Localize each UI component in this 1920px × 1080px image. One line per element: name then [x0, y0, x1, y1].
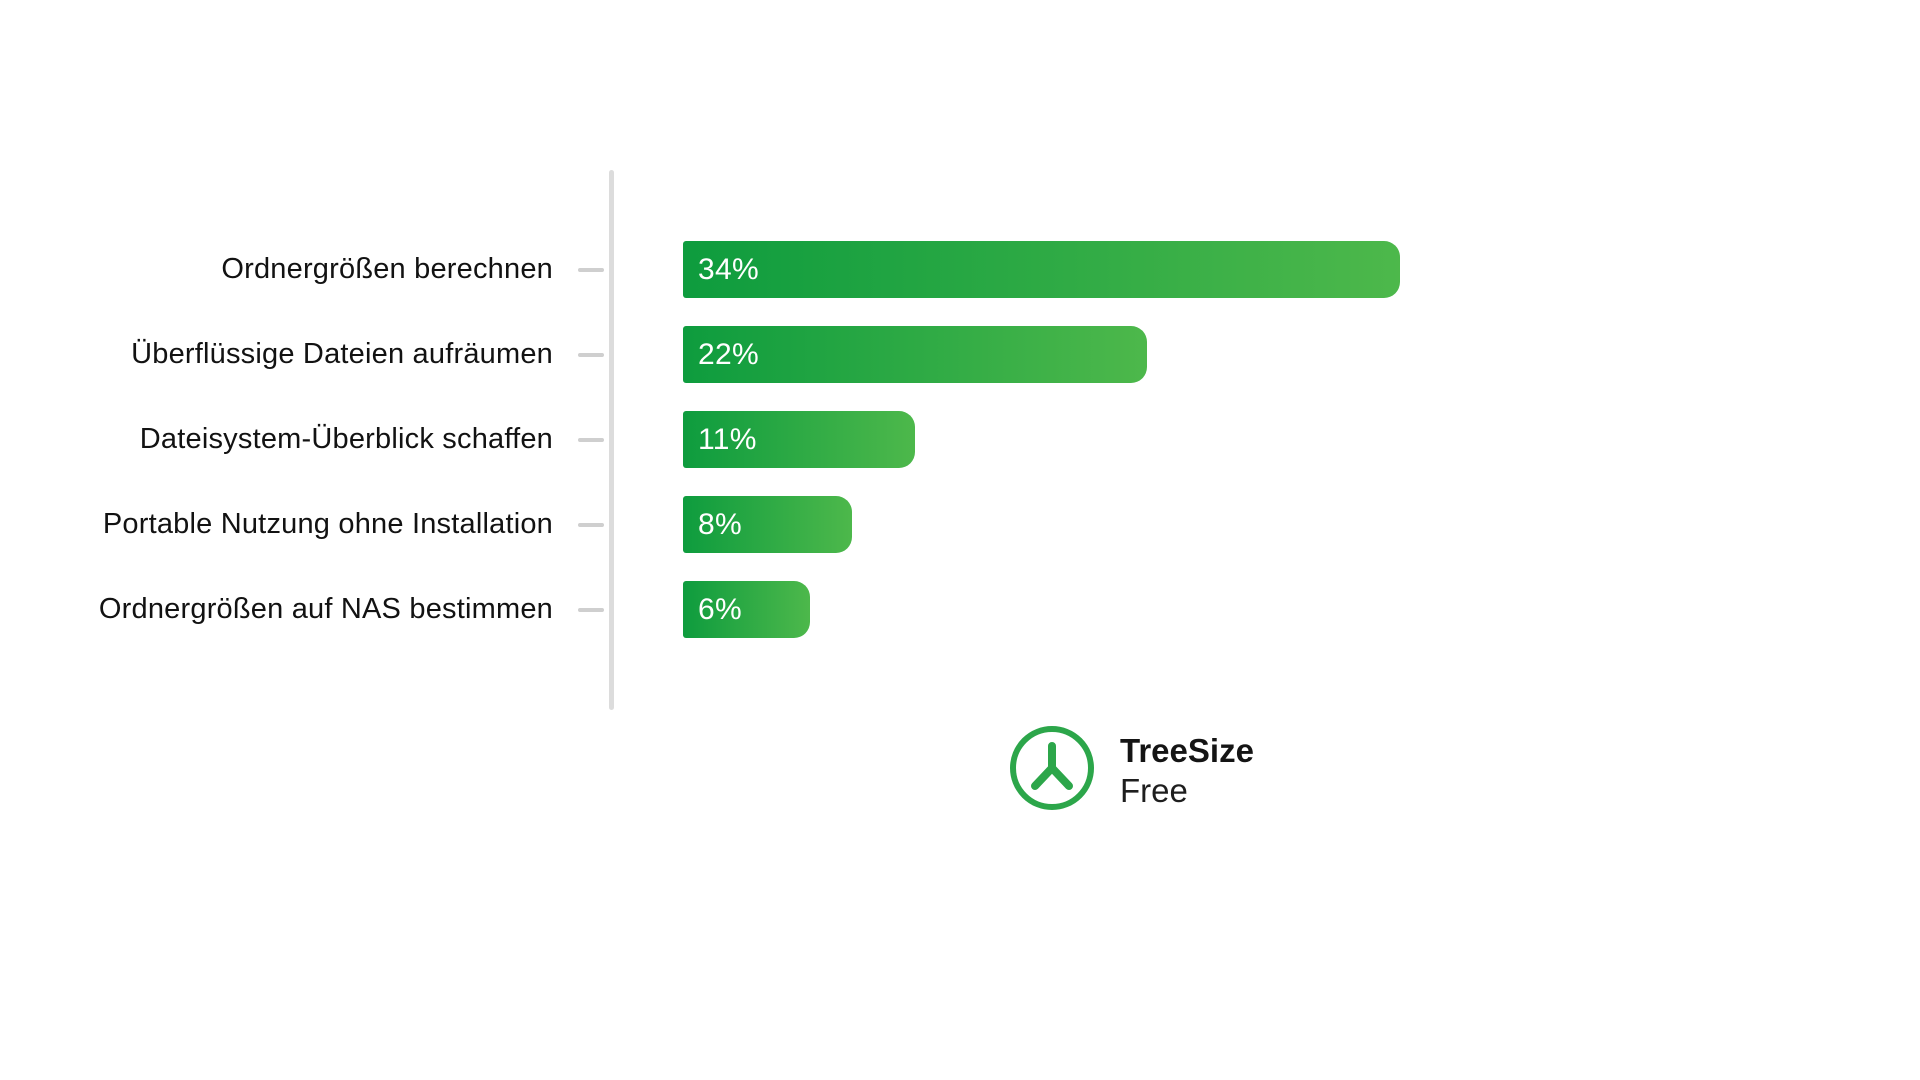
category-label: Portable Nutzung ohne Installation — [102, 508, 553, 540]
bar-chart: Ordnergrößen berechnen 34% Überflüssige … — [0, 241, 1920, 666]
chart-row: Überflüssige Dateien aufräumen 22% — [0, 326, 1920, 383]
treesize-logo: TreeSize Free — [1008, 724, 1254, 817]
value-label: 22% — [698, 337, 759, 371]
treesize-logo-text: TreeSize Free — [1120, 731, 1254, 811]
value-label: 11% — [698, 422, 757, 456]
y-axis-line — [609, 170, 614, 710]
tick-mark — [578, 352, 604, 357]
tick-mark — [578, 437, 604, 442]
bar: 8% — [683, 496, 852, 553]
value-label: 8% — [698, 507, 742, 541]
chart-row: Ordnergrößen auf NAS bestimmen 6% — [0, 581, 1920, 638]
treesize-tree-icon — [1008, 724, 1096, 817]
category-label: Überflüssige Dateien aufräumen — [131, 338, 553, 370]
value-label: 6% — [698, 592, 742, 626]
bar: 34% — [683, 241, 1400, 298]
category-label: Dateisystem-Überblick schaffen — [139, 423, 553, 455]
bar: 22% — [683, 326, 1147, 383]
chart-row: Dateisystem-Überblick schaffen 11% — [0, 411, 1920, 468]
bar: 11% — [683, 411, 915, 468]
tick-mark — [578, 522, 604, 527]
tick-mark — [578, 267, 604, 272]
category-label: Ordnergrößen auf NAS bestimmen — [98, 593, 553, 625]
logo-edition: Free — [1120, 771, 1188, 809]
logo-product-name: TreeSize — [1120, 731, 1254, 769]
tick-mark — [578, 607, 604, 612]
bar: 6% — [683, 581, 810, 638]
category-label: Ordnergrößen berechnen — [221, 253, 553, 285]
chart-row: Ordnergrößen berechnen 34% — [0, 241, 1920, 298]
value-label: 34% — [698, 252, 759, 286]
chart-row: Portable Nutzung ohne Installation 8% — [0, 496, 1920, 553]
